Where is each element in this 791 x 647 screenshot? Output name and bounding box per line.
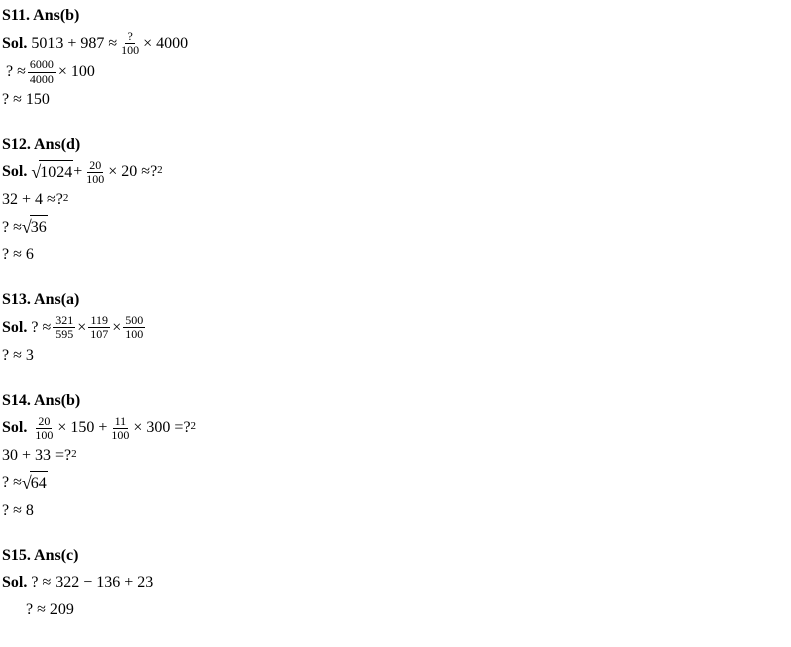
expr-text: ? ≈ 150: [2, 88, 50, 112]
solution-line: ? ≈ 6: [2, 242, 791, 268]
superscript: 2: [191, 418, 197, 435]
numerator: 500: [123, 314, 145, 328]
answer-label: S14. Ans(b): [2, 389, 791, 413]
numerator: 20: [36, 415, 52, 429]
fraction: 20 100: [84, 159, 106, 186]
sol-label: Sol.: [2, 416, 27, 440]
solution-line: ? ≈ 3: [2, 343, 791, 369]
fraction: 11 100: [109, 415, 131, 442]
expr-text: ? ≈ 6: [2, 243, 34, 267]
denominator: 100: [84, 173, 106, 186]
answer-label: S11. Ans(b): [2, 4, 791, 28]
solution-line: Sol. 5013 + 987 ≈ ? 100 × 4000: [2, 30, 791, 57]
solution-line: 32 + 4 ≈? 2: [2, 187, 791, 213]
fraction: 119 107: [88, 314, 110, 341]
fraction: 321 595: [53, 314, 75, 341]
denominator: 100: [33, 429, 55, 442]
solution-s12: S12. Ans(d) Sol. √ 1024 + 20 100 × 20 ≈?…: [2, 133, 791, 268]
numerator: 6000: [28, 58, 56, 72]
expr-text: ? ≈: [31, 316, 51, 340]
solution-line: ? ≈ √ 64: [2, 470, 791, 497]
denominator: 107: [88, 328, 110, 341]
multiply: ×: [112, 316, 121, 340]
sol-label: Sol.: [2, 160, 27, 184]
solution-line: Sol. ? ≈ 321 595 × 119 107 × 500 100: [2, 314, 791, 341]
sqrt-content: 1024: [39, 160, 73, 185]
expr-text: × 300 =?: [133, 416, 190, 440]
fraction: ? 100: [119, 30, 141, 57]
expr-text: ? ≈: [6, 60, 26, 84]
expr-text: ? ≈ 209: [26, 598, 74, 622]
expr-text: ? ≈: [2, 216, 22, 240]
expr-text: ? ≈ 8: [2, 499, 34, 523]
solution-line: 30 + 33 =? 2: [2, 443, 791, 469]
denominator: 100: [123, 328, 145, 341]
denominator: 100: [119, 44, 141, 57]
solution-line: ? ≈ 8: [2, 498, 791, 524]
solution-line: Sol. √ 1024 + 20 100 × 20 ≈? 2: [2, 159, 791, 186]
numerator: 20: [87, 159, 103, 173]
answer-label: S15. Ans(c): [2, 544, 791, 568]
solution-line: ? ≈ √ 36: [2, 214, 791, 241]
expr-text: × 100: [58, 60, 95, 84]
sol-label: Sol.: [2, 316, 27, 340]
numerator: ?: [125, 30, 134, 44]
answer-label: S12. Ans(d): [2, 133, 791, 157]
fraction: 6000 4000: [28, 58, 56, 85]
sqrt-content: 64: [30, 471, 48, 496]
sqrt: √ 64: [22, 470, 48, 497]
expr-text: ? ≈: [2, 471, 22, 495]
solution-s14: S14. Ans(b) Sol. 20 100 × 150 + 11 100 ×…: [2, 389, 791, 524]
denominator: 100: [109, 429, 131, 442]
expr-text: × 20 ≈?: [108, 160, 157, 184]
numerator: 321: [53, 314, 75, 328]
sqrt: √ 36: [22, 214, 48, 241]
expr-text: +: [73, 160, 82, 184]
sqrt: √ 1024: [31, 159, 73, 186]
solution-line: ? ≈ 209: [2, 597, 791, 623]
fraction: 20 100: [33, 415, 55, 442]
solution-line: ? ≈ 6000 4000 × 100: [2, 58, 791, 85]
expr-text: 30 + 33 =?: [2, 444, 71, 468]
expr-text: × 4000: [143, 32, 188, 56]
numerator: 11: [113, 415, 129, 429]
expr-text: 5013 + 987 ≈: [31, 32, 117, 56]
sqrt-content: 36: [30, 215, 48, 240]
denominator: 595: [53, 328, 75, 341]
denominator: 4000: [28, 73, 56, 86]
solution-s11: S11. Ans(b) Sol. 5013 + 987 ≈ ? 100 × 40…: [2, 4, 791, 113]
fraction: 500 100: [123, 314, 145, 341]
sol-label: Sol.: [2, 571, 27, 595]
expr-text: ? ≈ 3: [2, 344, 34, 368]
numerator: 119: [88, 314, 110, 328]
solution-line: Sol. 20 100 × 150 + 11 100 × 300 =? 2: [2, 415, 791, 442]
superscript: 2: [157, 162, 163, 179]
superscript: 2: [71, 446, 77, 463]
solution-line: ? ≈ 150: [2, 87, 791, 113]
solution-s15: S15. Ans(c) Sol. ? ≈ 322 − 136 + 23 ? ≈ …: [2, 544, 791, 623]
superscript: 2: [63, 190, 69, 207]
expr-text: ? ≈ 322 − 136 + 23: [31, 571, 153, 595]
expr-text: × 150 +: [57, 416, 107, 440]
sol-label: Sol.: [2, 32, 27, 56]
answer-label: S13. Ans(a): [2, 288, 791, 312]
multiply: ×: [77, 316, 86, 340]
expr-text: 32 + 4 ≈?: [2, 188, 63, 212]
solution-s13: S13. Ans(a) Sol. ? ≈ 321 595 × 119 107 ×…: [2, 288, 791, 368]
